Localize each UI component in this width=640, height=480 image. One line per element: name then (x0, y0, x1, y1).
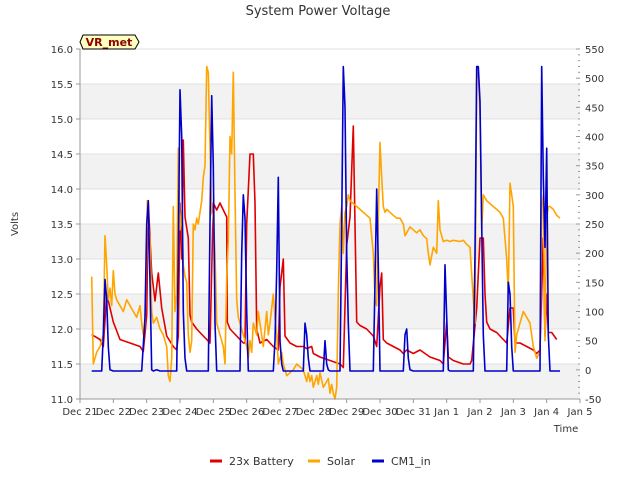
y2-tick-label: 100 (585, 308, 604, 319)
y-tick-label: 13.0 (51, 255, 73, 266)
x-tick-label: Dec 24 (162, 407, 197, 418)
y2-tick-label: 250 (585, 220, 604, 231)
x-tick-label: Dec 30 (362, 407, 397, 418)
y2-axis-ticks: -50 0 50 100 150 200 250 300 350 400 450 500 550 (576, 45, 604, 406)
y2-tick-label: 450 (585, 103, 604, 114)
x-tick-label: Jan 2 (467, 407, 493, 418)
legend-label-23x-battery: 23x Battery (229, 455, 294, 468)
badge-text: VR_met (86, 36, 133, 49)
x-axis-label: Time (553, 424, 578, 435)
x-tick-label: Jan 4 (533, 407, 559, 418)
plot-band (80, 294, 580, 329)
x-tick-label: Dec 27 (262, 407, 297, 418)
y-tick-label: 15.0 (51, 115, 73, 126)
x-tick-label: Dec 26 (229, 407, 264, 418)
y2-tick-label: 550 (585, 45, 604, 56)
y-axis-ticks: 11.0 11.5 12.0 12.5 13.0 13.5 14.0 14.5 15.0 15.5… (51, 45, 80, 406)
y2-tick-label: 50 (585, 337, 598, 348)
y-tick-label: 11.5 (51, 360, 73, 371)
legend-label-cm1-in: CM1_in (391, 455, 431, 468)
y-tick-label: 14.0 (51, 185, 73, 196)
badge-shape (79, 34, 140, 50)
y2-tick-label: 400 (585, 133, 604, 144)
x-tick-label: Jan 3 (500, 407, 526, 418)
y2-tick-label: 300 (585, 191, 604, 202)
y-axis-label: Volts (10, 212, 21, 236)
plot-band (80, 84, 580, 119)
x-tick-label: Dec 21 (62, 407, 97, 418)
x-tick-label: Jan 1 (433, 407, 459, 418)
legend: 23x Battery Solar CM1_in (210, 455, 431, 468)
y-tick-label: 12.0 (51, 325, 73, 336)
y2-tick-label: 500 (585, 74, 604, 85)
y-tick-label: 16.0 (51, 45, 73, 56)
x-tick-label: Dec 28 (296, 407, 331, 418)
plot-bands (80, 84, 580, 399)
y2-tick-label: 200 (585, 249, 604, 260)
x-tick-label: Dec 22 (96, 407, 131, 418)
y2-tick-label: -50 (585, 395, 601, 406)
y-tick-label: 13.5 (51, 220, 73, 231)
series-line-cm1-in (91, 65, 560, 372)
plot-band (80, 224, 580, 259)
y-tick-label: 11.0 (51, 395, 73, 406)
y2-tick-label: 150 (585, 278, 604, 289)
y-tick-label: 15.5 (51, 80, 73, 91)
x-tick-label: Dec 23 (129, 407, 164, 418)
y-tick-label: 14.5 (51, 150, 73, 161)
y2-tick-label: 350 (585, 162, 604, 173)
x-tick-label: Dec 25 (196, 407, 231, 418)
plot-band (80, 154, 580, 189)
y-tick-label: 12.5 (51, 290, 73, 301)
x-tick-label: Dec 31 (396, 407, 431, 418)
chart-title: System Power Voltage (246, 4, 391, 19)
series-line-23x-battery (91, 125, 558, 369)
x-tick-label: Dec 29 (329, 407, 364, 418)
legend-label-solar: Solar (327, 455, 356, 468)
series-layer (90, 65, 561, 400)
x-tick-label: Jan 5 (567, 407, 593, 418)
y2-tick-label: 0 (585, 366, 591, 377)
vr-met-badge: VR_met (79, 34, 140, 50)
